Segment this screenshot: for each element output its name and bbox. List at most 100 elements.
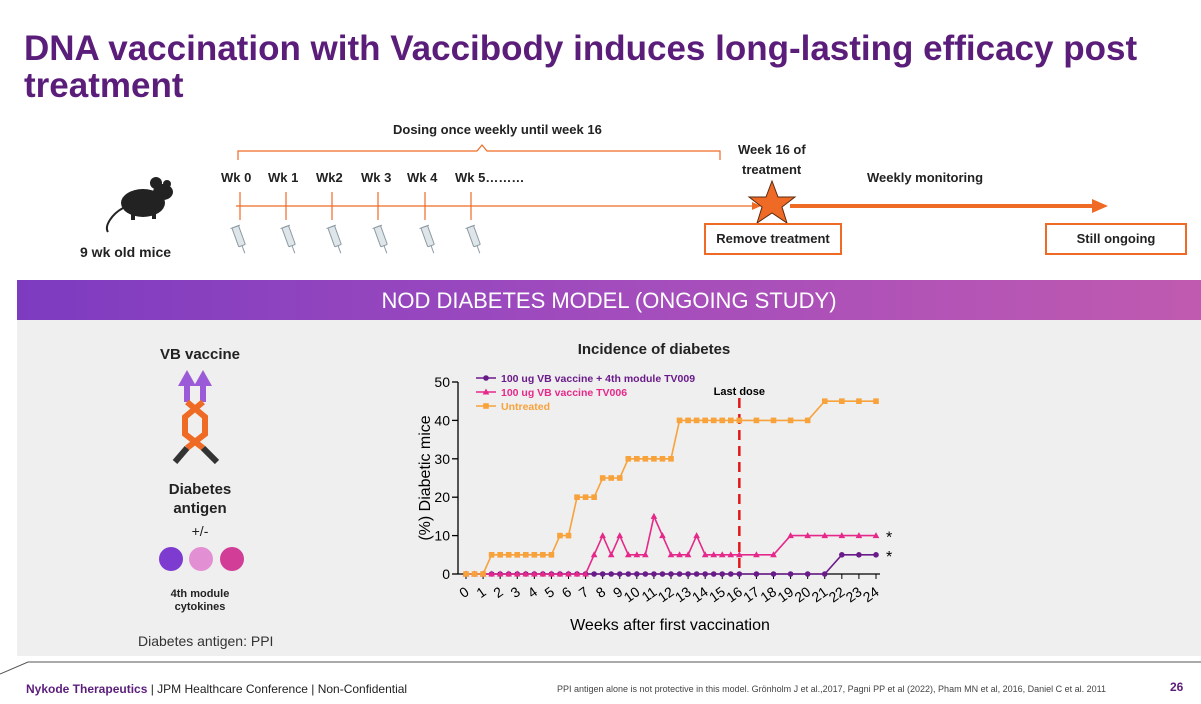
y-tick-label: 0	[442, 566, 450, 582]
data-point	[659, 532, 666, 539]
antigen-unit-icon	[172, 445, 220, 465]
week-ticks	[239, 192, 472, 220]
data-point	[505, 552, 512, 558]
section-banner: NOD DIABETES MODEL (ONGOING STUDY)	[17, 280, 1201, 320]
x-tick-label: 24	[860, 583, 882, 605]
data-point	[693, 532, 700, 539]
data-point	[531, 570, 538, 577]
data-point	[616, 571, 623, 577]
data-point	[856, 552, 862, 558]
data-point	[488, 552, 495, 558]
week16-label-line1: Week 16 of	[738, 142, 806, 157]
data-point	[855, 532, 863, 539]
data-point	[753, 417, 760, 424]
dimerization-unit-icon	[182, 399, 208, 451]
data-point	[633, 551, 641, 558]
page-number: 26	[1170, 680, 1184, 694]
data-point	[590, 551, 598, 558]
series-line-1	[466, 513, 876, 575]
data-point	[625, 456, 632, 462]
data-point	[483, 403, 489, 409]
data-point	[505, 570, 513, 577]
week-label-1: Wk 1	[268, 170, 299, 185]
week-label-3: Wk 3	[361, 170, 392, 185]
data-point	[693, 417, 700, 424]
x-tick-label: 2	[490, 583, 506, 601]
data-point	[624, 551, 632, 558]
x-axis-label: Weeks after first vaccination	[570, 617, 770, 634]
y-tick-label: 50	[434, 374, 450, 390]
data-point	[616, 475, 623, 481]
cytokine-dot-purple	[159, 547, 183, 571]
data-point	[483, 375, 489, 381]
data-point	[684, 551, 692, 558]
data-point	[599, 475, 606, 481]
significance-asterisk: *	[886, 549, 892, 566]
x-tick-label: 3	[507, 583, 523, 601]
data-point	[693, 571, 700, 577]
data-point	[753, 571, 760, 577]
vaccibody-diagram	[172, 370, 220, 465]
cytokine-dot-magenta	[220, 547, 244, 571]
data-point	[634, 571, 640, 577]
series-line-2	[466, 400, 876, 575]
dosing-label: Dosing once weekly until week 16	[393, 122, 602, 137]
data-point	[804, 571, 811, 577]
data-point	[787, 571, 794, 577]
data-point	[719, 417, 726, 424]
study-panel	[17, 320, 1201, 656]
data-point	[531, 552, 538, 558]
legend-label: 100 ug VB vaccine + 4th module TV009	[501, 373, 695, 385]
dosing-timeline	[106, 144, 1108, 254]
targeting-unit-icon	[184, 384, 206, 402]
legend-label: 100 ug VB vaccine TV006	[501, 387, 627, 399]
data-point	[804, 532, 811, 539]
x-tick-label: 7	[576, 583, 592, 601]
still-ongoing-box: Still ongoing	[1045, 223, 1187, 255]
data-point	[650, 512, 658, 519]
data-point	[659, 571, 666, 577]
data-point	[873, 552, 879, 558]
last-dose-label: Last dose	[714, 386, 765, 398]
data-point	[701, 551, 709, 558]
data-point	[821, 571, 828, 577]
data-point	[556, 570, 564, 577]
legend-label: Untreated	[501, 401, 550, 413]
data-point	[727, 551, 735, 558]
data-point	[702, 417, 708, 424]
data-point	[839, 398, 845, 404]
data-point	[736, 571, 743, 577]
data-point	[719, 571, 726, 577]
data-point	[642, 551, 649, 558]
data-point	[727, 571, 734, 577]
data-point	[873, 398, 879, 404]
week-label-0: Wk 0	[221, 170, 252, 185]
data-point	[539, 570, 547, 577]
data-point	[770, 551, 777, 558]
diabetes-antigen-line1: Diabetes	[168, 481, 232, 498]
data-point	[821, 398, 828, 404]
data-point	[582, 494, 589, 500]
data-point	[770, 571, 777, 577]
data-point	[574, 494, 580, 500]
diabetes-antigen-line2: antigen	[173, 500, 227, 517]
data-point	[557, 532, 563, 539]
data-point	[548, 570, 555, 577]
diabetes-antigen-label: Diabetes antigen	[150, 480, 250, 518]
plus-minus-label: +/-	[191, 523, 209, 539]
data-point	[667, 551, 675, 558]
chart-title: Incidence of diabetes	[577, 341, 731, 358]
syringe-icons	[230, 224, 481, 254]
data-point	[582, 570, 589, 577]
y-tick-label: 20	[434, 489, 450, 505]
star-icon	[747, 179, 797, 225]
data-point	[668, 571, 674, 577]
data-point	[710, 551, 718, 558]
mice-label: 9 wk old mice	[80, 244, 172, 260]
data-point	[463, 571, 469, 577]
data-point	[710, 417, 717, 424]
data-point	[736, 551, 743, 558]
data-point	[838, 532, 846, 539]
data-point	[522, 552, 529, 558]
